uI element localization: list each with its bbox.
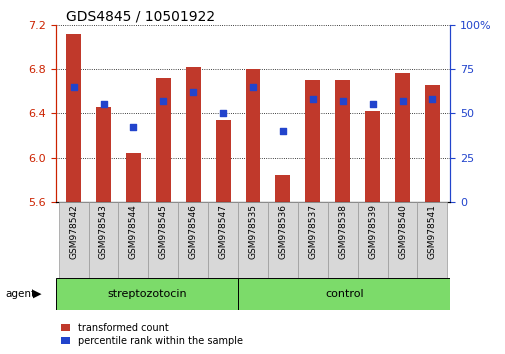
Point (129, 125, 137, 130)
Bar (215, 120, 230, 202)
Bar (56, 278, 237, 310)
Bar (387, 202, 417, 278)
Bar (237, 202, 268, 278)
Text: GSM978535: GSM978535 (248, 204, 257, 259)
Text: GSM978542: GSM978542 (69, 204, 78, 259)
Bar (88, 202, 118, 278)
Bar (96, 107, 111, 202)
Text: GSM978537: GSM978537 (308, 204, 317, 259)
Text: GSM978540: GSM978540 (397, 204, 406, 259)
Bar (66, 34, 81, 202)
Bar (327, 202, 357, 278)
Point (308, 96, 316, 102)
Point (219, 110, 227, 116)
Bar (297, 202, 327, 278)
Bar (118, 202, 148, 278)
Bar (305, 80, 320, 202)
Bar (126, 153, 140, 202)
Bar (275, 175, 290, 202)
Text: GSM978546: GSM978546 (188, 204, 197, 259)
Text: GSM978539: GSM978539 (367, 204, 376, 259)
Bar (335, 80, 349, 202)
Text: GSM978538: GSM978538 (337, 204, 346, 259)
Point (69, 84, 77, 90)
Text: control: control (324, 289, 363, 299)
Bar (245, 69, 260, 202)
Bar (268, 202, 297, 278)
Text: GSM978545: GSM978545 (159, 204, 168, 259)
Bar (59, 202, 88, 278)
Bar (185, 67, 200, 202)
Text: GSM978544: GSM978544 (129, 204, 138, 259)
Point (338, 98, 346, 104)
Text: ▶: ▶ (33, 289, 41, 299)
Text: streptozotocin: streptozotocin (107, 289, 186, 299)
Point (159, 98, 167, 104)
Bar (417, 202, 446, 278)
Point (368, 102, 376, 107)
Text: GSM978547: GSM978547 (218, 204, 227, 259)
Bar (357, 202, 387, 278)
Bar (156, 78, 171, 202)
Text: agent: agent (5, 289, 35, 299)
Text: GDS4845 / 10501922: GDS4845 / 10501922 (66, 9, 215, 23)
Bar (365, 111, 379, 202)
Bar (148, 202, 178, 278)
Point (397, 98, 406, 104)
Point (428, 96, 436, 102)
Bar (178, 202, 208, 278)
Text: GSM978543: GSM978543 (99, 204, 108, 259)
Point (248, 84, 257, 90)
Legend: transformed count, percentile rank within the sample: transformed count, percentile rank withi… (61, 323, 242, 346)
Text: GSM978541: GSM978541 (427, 204, 436, 259)
Point (278, 128, 286, 134)
Text: GSM978536: GSM978536 (278, 204, 287, 259)
Bar (424, 85, 439, 202)
Bar (208, 202, 237, 278)
Bar (394, 74, 409, 202)
Bar (237, 278, 449, 310)
Point (99, 102, 108, 107)
Point (189, 89, 197, 95)
